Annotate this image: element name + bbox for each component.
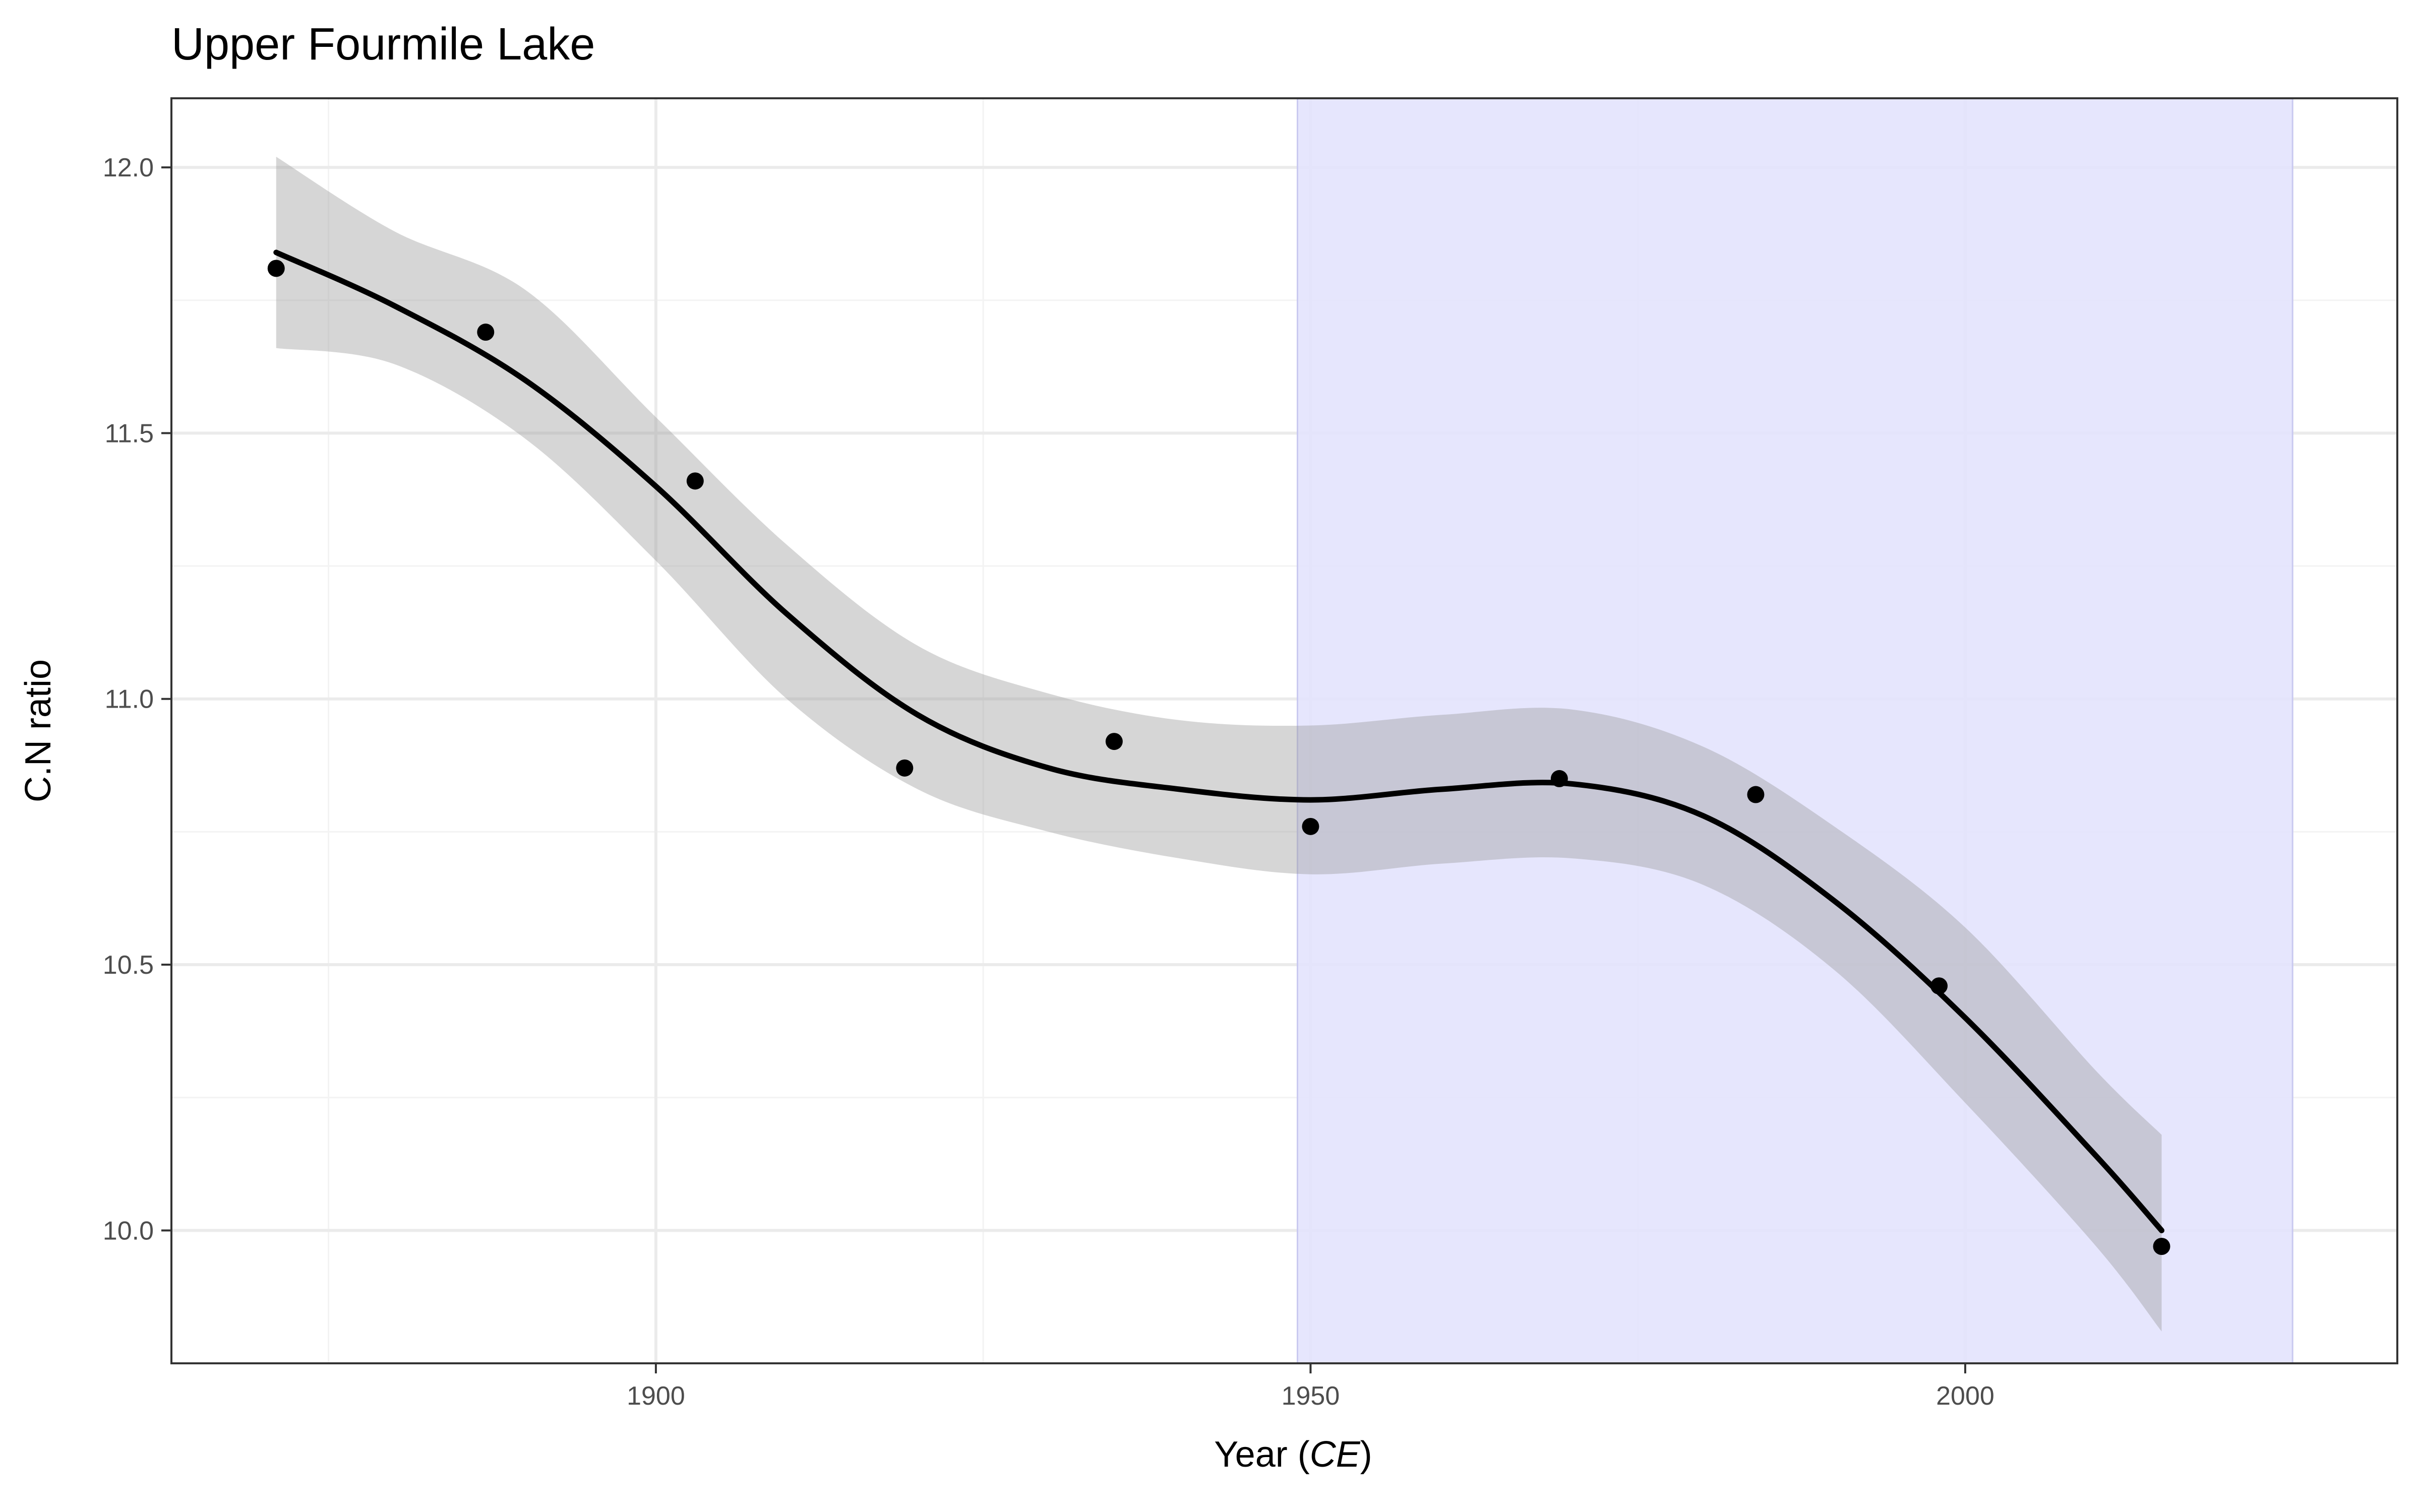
x-axis-title: Year (CE): [1214, 1434, 1372, 1475]
y-tick-label: 10.0: [103, 1216, 154, 1245]
data-point: [1550, 770, 1568, 787]
y-tick-label: 10.5: [103, 951, 154, 980]
data-point: [1302, 817, 1319, 835]
chart-title: Upper Fourmile Lake: [171, 19, 595, 70]
data-point: [477, 324, 495, 341]
y-axis-title: C.N ratio: [18, 659, 58, 802]
data-point: [1747, 786, 1765, 803]
x-axis-title-suffix: ): [1360, 1434, 1372, 1475]
shaded-region: [1296, 97, 2293, 1364]
x-tick-label: 2000: [1936, 1381, 1994, 1411]
x-axis-title-prefix: Year (: [1214, 1434, 1309, 1475]
y-tick-label: 12.0: [103, 153, 154, 182]
plot-panel: [170, 97, 2398, 1364]
panel-border: [170, 97, 2398, 1364]
data-point: [267, 260, 285, 277]
y-tick-label: 11.0: [105, 685, 154, 714]
data-point: [686, 472, 704, 490]
smooth-line: [273, 249, 2165, 1233]
data-point: [1930, 977, 1948, 995]
x-tick-label: 1900: [627, 1381, 685, 1411]
data-point: [1105, 733, 1123, 750]
data-point: [896, 759, 914, 777]
confidence-ribbon: [276, 157, 2162, 1332]
x-tick-label: 1950: [1282, 1381, 1340, 1411]
data-point: [2153, 1237, 2170, 1255]
x-axis-title-italic: CE: [1310, 1434, 1361, 1475]
y-tick-label: 11.5: [105, 419, 154, 448]
